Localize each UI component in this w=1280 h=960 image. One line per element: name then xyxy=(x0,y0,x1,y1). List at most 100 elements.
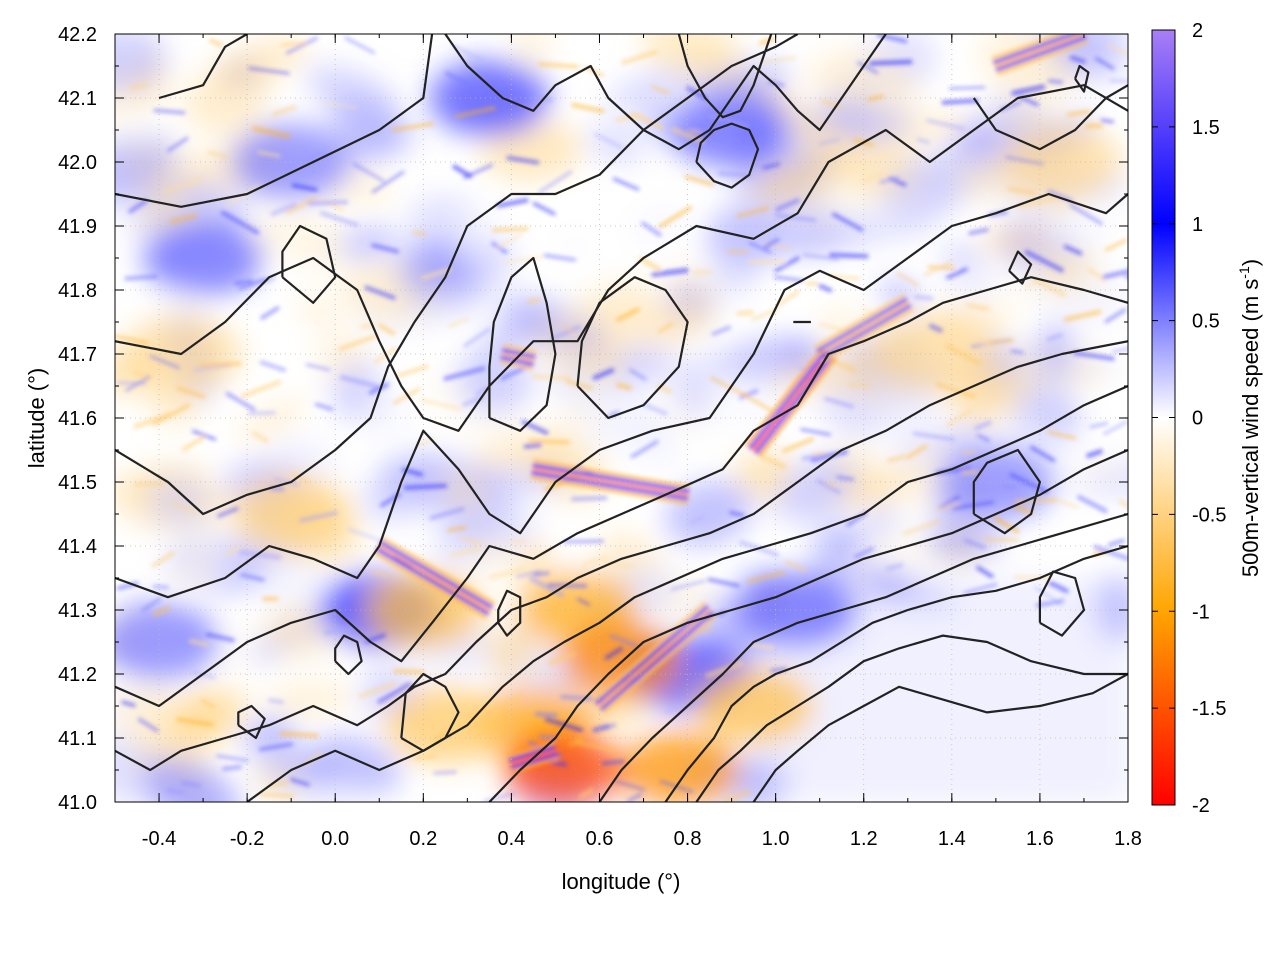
field-streak xyxy=(729,510,745,517)
field-streak xyxy=(167,136,189,152)
field-streak xyxy=(563,539,604,544)
x-tick-label: -0.2 xyxy=(230,828,264,850)
field-streak xyxy=(985,338,1014,345)
colorbar-tick-label: 2 xyxy=(1192,20,1203,42)
wind-hotspot xyxy=(1001,124,1122,200)
field-streak xyxy=(577,598,591,606)
field-streak xyxy=(723,790,751,802)
field-streak xyxy=(616,382,633,391)
field-streak xyxy=(419,398,462,411)
field-texture-blob xyxy=(769,198,846,251)
field-streak xyxy=(774,213,817,222)
field-streak xyxy=(961,470,979,475)
contour-line xyxy=(695,634,1128,802)
field-texture-blob xyxy=(880,279,918,309)
field-streak xyxy=(670,579,707,591)
contour-line xyxy=(488,448,1128,802)
field-streak xyxy=(259,792,294,798)
field-texture-blob xyxy=(808,48,920,117)
contour-line xyxy=(444,34,887,151)
field-streak xyxy=(1017,196,1058,209)
field-streak xyxy=(977,434,990,442)
field-streak xyxy=(273,477,300,487)
wave-ridge-band xyxy=(500,356,535,366)
y-axis: 41.0 41.1 41.2 41.3 41.4 41.5 41.6 41.7 41.8 41.9… xyxy=(58,24,1128,814)
field-streak xyxy=(1106,44,1128,56)
field-streak xyxy=(171,502,197,514)
field-streak xyxy=(607,410,620,418)
contour-line xyxy=(695,122,760,189)
field-streak xyxy=(1047,430,1077,440)
field-texture-blob xyxy=(832,529,870,553)
field-streak xyxy=(176,386,206,399)
field-streak xyxy=(533,571,550,577)
wind-hotspot xyxy=(231,476,352,552)
field-streak xyxy=(548,651,577,665)
field-streak xyxy=(568,736,584,748)
field-streak xyxy=(393,387,420,405)
field-streak xyxy=(763,238,780,249)
colorbar-title: 500m-vertical wind speed (m s-1) xyxy=(1236,259,1263,577)
field-streak xyxy=(747,570,785,584)
field-texture-blob xyxy=(332,227,401,260)
field-streak xyxy=(707,577,740,588)
contour-line xyxy=(677,34,773,119)
field-streak xyxy=(671,127,705,144)
field-streak xyxy=(638,256,661,272)
field-streak xyxy=(1011,84,1046,96)
field-streak xyxy=(1104,308,1127,323)
terrain-contours xyxy=(115,34,1128,802)
field-streak xyxy=(1069,204,1103,225)
wave-ridge-band xyxy=(997,40,1089,76)
wave-ridge-band xyxy=(501,348,536,358)
field-streak xyxy=(945,344,982,366)
field-streak xyxy=(708,114,750,128)
field-streak xyxy=(906,444,928,459)
field-streak xyxy=(818,138,840,146)
contour-line xyxy=(115,34,434,208)
wind-hotspot xyxy=(671,92,792,168)
field-streak xyxy=(491,226,529,232)
field-streak xyxy=(1117,499,1128,509)
wave-ridge-band xyxy=(373,551,487,619)
contour-line xyxy=(400,672,460,752)
contour-line xyxy=(115,84,1128,432)
wave-ridge-band xyxy=(993,34,1077,64)
field-streak xyxy=(240,573,265,582)
field-streak xyxy=(447,317,470,328)
field-streak xyxy=(1089,421,1109,429)
field-texture-blob xyxy=(263,564,332,613)
field-streak xyxy=(285,152,328,167)
wave-ridge-band xyxy=(752,352,831,452)
field-texture-blob xyxy=(587,123,645,164)
field-streak xyxy=(291,183,318,192)
field-streak xyxy=(429,506,465,520)
field-streak xyxy=(205,632,235,643)
field-streak xyxy=(344,36,376,55)
contour-line xyxy=(576,276,689,420)
field-streak xyxy=(594,132,624,150)
field-streak xyxy=(1013,504,1033,515)
field-streak xyxy=(319,211,359,227)
field-streak xyxy=(240,379,282,399)
field-streak xyxy=(1111,346,1128,354)
colorbar-tick-label: -0.5 xyxy=(1192,504,1226,526)
field-streak xyxy=(538,170,573,194)
wind-hotspot xyxy=(115,604,220,680)
field-streak xyxy=(290,471,311,486)
wave-ridge-band xyxy=(508,745,556,762)
wave-ridge-band xyxy=(533,459,691,489)
field-streak xyxy=(133,411,172,429)
field-streak xyxy=(397,364,429,378)
field-streak xyxy=(705,661,744,678)
x-axis: -0.4 -0.2 0.0 0.2 0.4 0.6 0.8 1.0 1.2 1.4 1.6 1.8 xyxy=(114,34,1142,850)
y-tick-label: 41.7 xyxy=(58,344,97,366)
field-streak xyxy=(968,227,989,236)
contour-line xyxy=(1074,64,1090,93)
field-streak xyxy=(854,547,874,559)
field-streak xyxy=(496,232,523,249)
field-streak xyxy=(532,202,556,216)
field-streak xyxy=(487,693,523,719)
field-streak xyxy=(115,334,149,345)
field-streak xyxy=(1100,118,1115,124)
